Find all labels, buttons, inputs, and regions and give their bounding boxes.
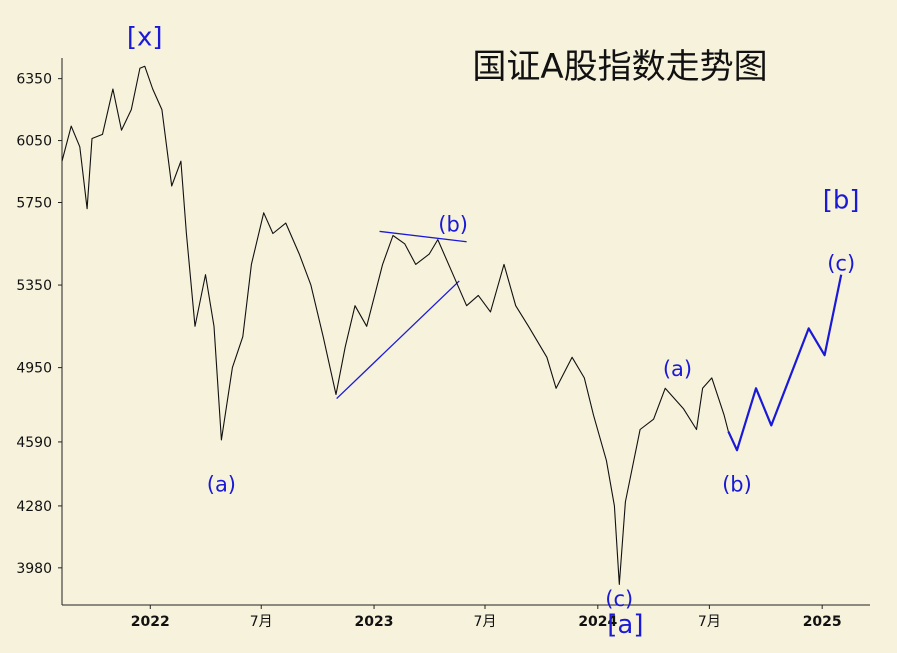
x-tick-label: 2022 [131, 614, 170, 630]
x-ticks: 2022 7月 2023 7月 2024 7月 2025 [131, 605, 842, 630]
y-tick-label: 6350 [16, 72, 52, 88]
y-tick-label: 5750 [16, 195, 52, 211]
trend-lines [336, 230, 467, 400]
x-tick-label: 2025 [803, 614, 842, 630]
chart-title: 国证A股指数走势图 [472, 47, 767, 87]
y-tick-label: 4590 [16, 435, 52, 451]
price-line [61, 65, 729, 585]
wave-label: [b] [823, 186, 860, 216]
x-tick-label: 7月 [250, 614, 273, 630]
trend-line [379, 230, 467, 243]
y-ticks: 3980 4280 4590 4950 5350 5750 6050 6350 [16, 72, 62, 577]
trend-line [336, 280, 460, 400]
x-tick-label: 7月 [698, 614, 721, 630]
x-tick-label: 7月 [474, 614, 497, 630]
wave-annotations: [x](a)(b)(a)(b)(c)[a][b](c) [127, 23, 860, 640]
x-tick-label: 2024 [578, 614, 617, 630]
wave-label: (b) [438, 212, 468, 236]
series-layer [61, 65, 843, 585]
wave-label: (b) [722, 472, 752, 496]
x-tick-label: 2023 [355, 614, 394, 630]
wave-label: [x] [127, 23, 163, 53]
y-tick-label: 6050 [16, 134, 52, 150]
y-tick-label: 5350 [16, 278, 52, 294]
wave-label: (c) [605, 587, 633, 611]
wave-label: (a) [663, 357, 692, 381]
wave-label: (a) [207, 472, 236, 496]
y-tick-label: 4280 [16, 499, 52, 515]
projection-line [727, 274, 843, 452]
y-tick-label: 4950 [16, 361, 52, 377]
wave-label: (c) [827, 252, 855, 276]
y-tick-label: 3980 [16, 561, 52, 577]
wave-label: [a] [607, 610, 643, 640]
